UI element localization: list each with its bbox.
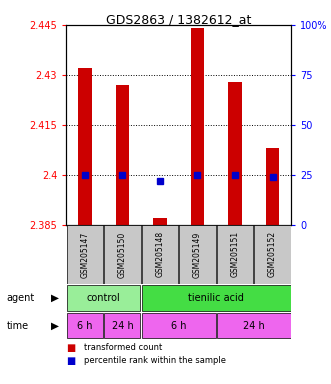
Bar	[78, 68, 91, 225]
Bar	[142, 313, 215, 338]
Bar	[67, 313, 103, 338]
Text: 6 h: 6 h	[171, 321, 186, 331]
Text: 24 h: 24 h	[112, 321, 133, 331]
Bar	[105, 313, 140, 338]
Bar	[104, 225, 141, 283]
Text: GSM205148: GSM205148	[156, 231, 165, 278]
Text: GSM205152: GSM205152	[268, 231, 277, 278]
Text: control: control	[87, 293, 120, 303]
Text: GSM205149: GSM205149	[193, 231, 202, 278]
Bar	[228, 81, 242, 225]
Text: 24 h: 24 h	[243, 321, 265, 331]
Text: ▶: ▶	[51, 293, 59, 303]
Text: GSM205150: GSM205150	[118, 231, 127, 278]
Bar	[191, 28, 204, 225]
Bar	[67, 285, 140, 311]
Text: ■: ■	[66, 343, 75, 353]
Text: time: time	[7, 321, 29, 331]
Text: ■: ■	[66, 356, 75, 366]
Bar	[216, 225, 254, 283]
Bar	[142, 225, 178, 283]
Bar	[142, 285, 291, 311]
Text: 6 h: 6 h	[77, 321, 93, 331]
Text: GSM205147: GSM205147	[80, 231, 89, 278]
Bar	[217, 313, 291, 338]
Bar	[254, 225, 291, 283]
Text: percentile rank within the sample: percentile rank within the sample	[84, 356, 226, 365]
Text: agent: agent	[7, 293, 35, 303]
Text: tienilic acid: tienilic acid	[188, 293, 244, 303]
Text: GDS2863 / 1382612_at: GDS2863 / 1382612_at	[106, 13, 252, 26]
Bar	[67, 225, 103, 283]
Bar	[153, 218, 166, 225]
Text: GSM205151: GSM205151	[230, 231, 240, 278]
Text: transformed count: transformed count	[84, 343, 163, 353]
Bar	[116, 85, 129, 225]
Bar	[179, 225, 216, 283]
Bar	[266, 148, 279, 225]
Text: ▶: ▶	[51, 321, 59, 331]
